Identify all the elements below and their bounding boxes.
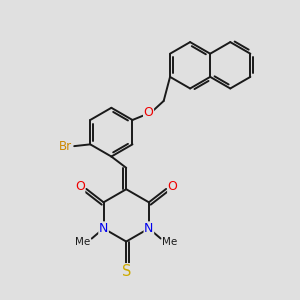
Text: N: N — [99, 222, 108, 235]
Text: O: O — [168, 180, 178, 193]
Text: N: N — [144, 222, 154, 235]
Text: O: O — [144, 106, 154, 119]
Text: Me: Me — [75, 237, 90, 248]
Text: S: S — [122, 264, 131, 279]
Text: Br: Br — [59, 140, 72, 153]
Text: Me: Me — [162, 237, 177, 248]
Text: O: O — [75, 180, 85, 193]
